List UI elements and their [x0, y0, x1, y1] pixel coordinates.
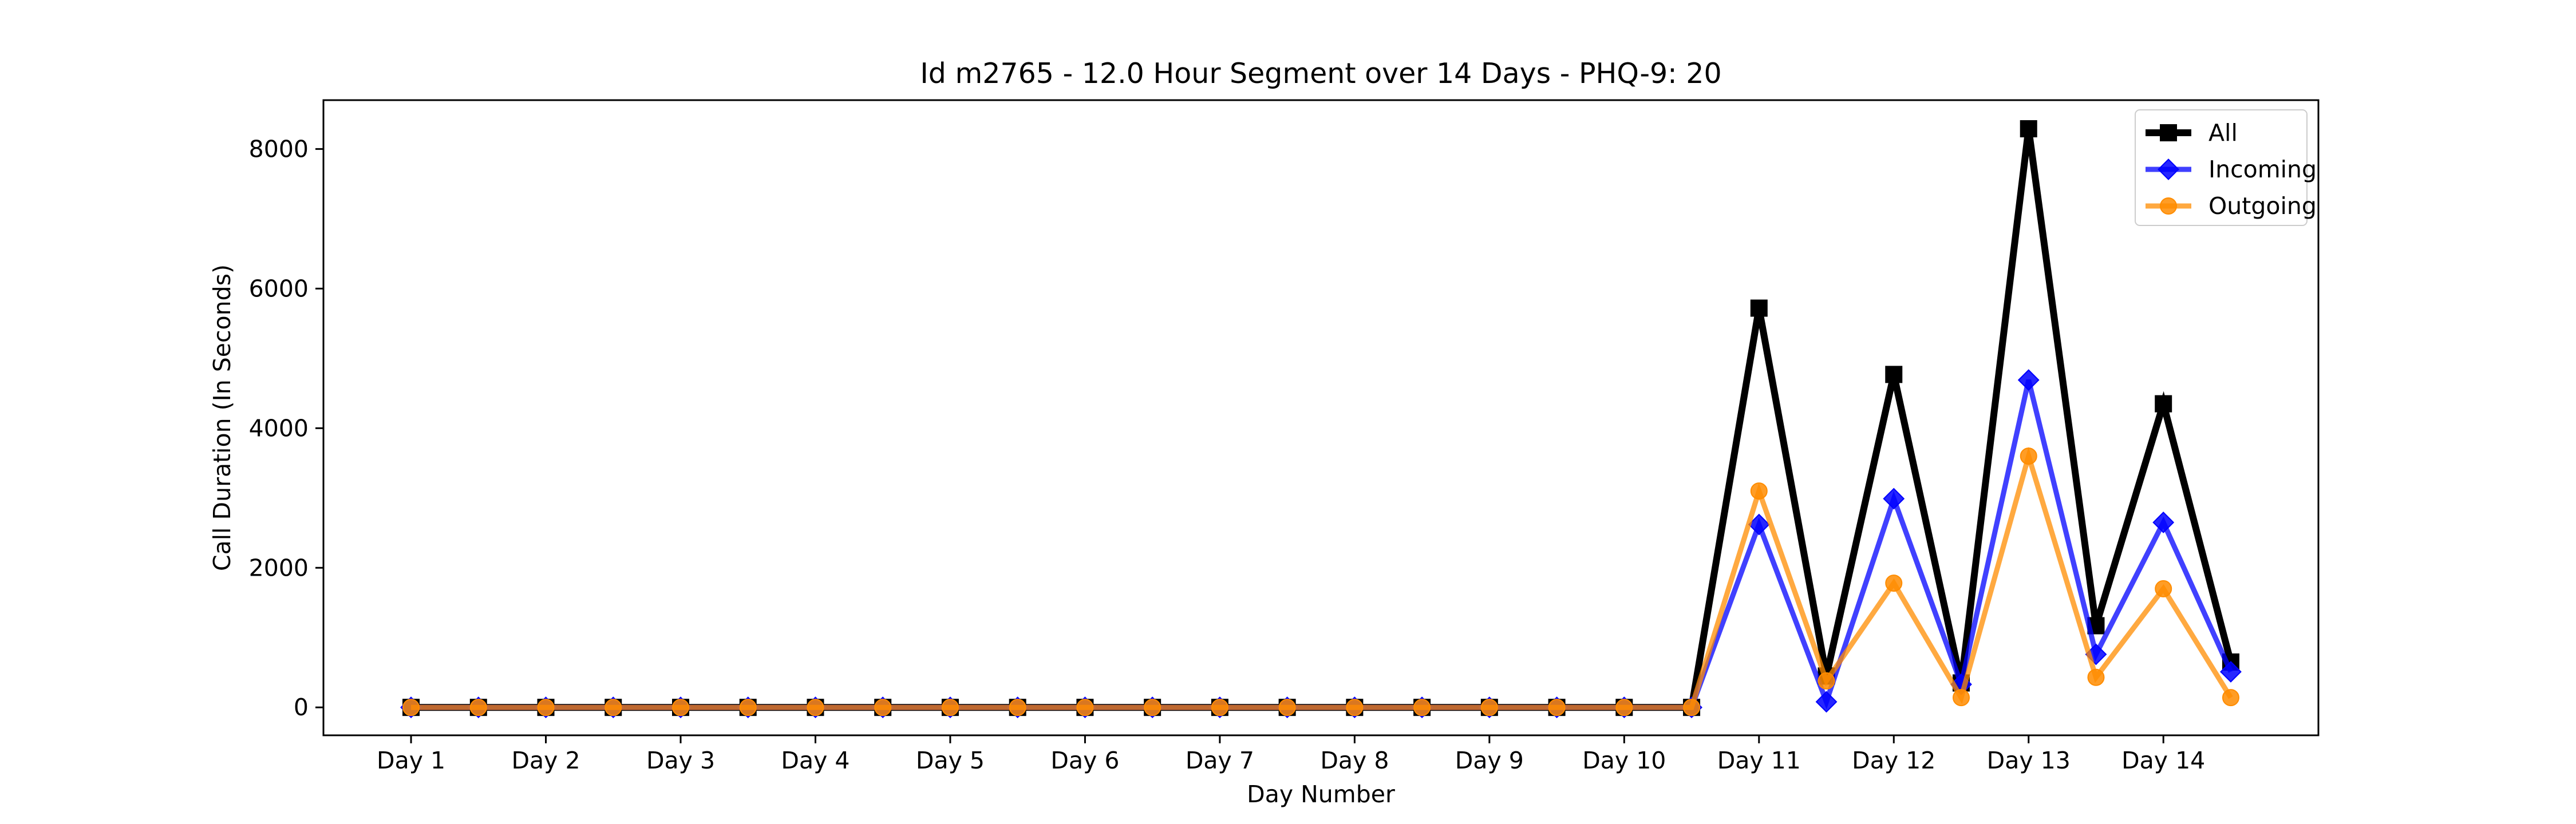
y-axis-title: Call Duration (In Seconds): [208, 264, 236, 571]
x-tick-label: Day 11: [1717, 747, 1801, 774]
data-point-marker: [2220, 661, 2242, 683]
chart-title: Id m2765 - 12.0 Hour Segment over 14 Day…: [920, 57, 1721, 90]
x-axis-title: Day Number: [1247, 781, 1395, 808]
series-line: [411, 447, 2233, 710]
x-tick-label: Day 6: [1050, 747, 1119, 774]
x-tick-label: Day 5: [916, 747, 985, 774]
axes: Day 1 Day 2 Day 3 Day 4 Day 5 Day 6 Day 7 Day 8…: [249, 135, 2206, 774]
data-point-marker: [1211, 699, 1228, 716]
data-point-marker: [1413, 699, 1431, 716]
y-tick-label: 8000: [249, 135, 309, 163]
data-point-marker: [874, 699, 892, 716]
data-point-marker: [1548, 699, 1566, 716]
series-layer: [400, 120, 2242, 719]
data-point-marker: [1818, 672, 1835, 690]
data-point-marker: [1683, 699, 1701, 716]
x-tick-label: Day 7: [1186, 747, 1254, 774]
x-tick-label: Day 2: [511, 747, 580, 774]
data-point-marker: [1815, 691, 1838, 713]
data-point-marker: [1278, 699, 1296, 716]
series-outgoing: [402, 447, 2239, 716]
data-point-marker: [2017, 369, 2040, 391]
data-point-marker: [1750, 482, 1768, 500]
legend-label: Outgoing: [2208, 192, 2317, 220]
data-point-marker: [1750, 299, 1768, 317]
data-point-marker: [1883, 488, 1905, 510]
data-point-marker: [2020, 447, 2037, 465]
legend-item: Outgoing: [2146, 192, 2317, 220]
legend: All Incoming Outgoing: [2135, 109, 2317, 226]
y-tick-label: 4000: [249, 414, 309, 442]
data-point-marker: [1076, 699, 1094, 716]
y-tick-label: 2000: [249, 554, 309, 581]
x-tick-label: Day 12: [1852, 747, 1935, 774]
y-tick-label: 0: [294, 694, 309, 721]
data-point-marker: [2087, 668, 2105, 686]
data-point-marker: [1748, 513, 1770, 536]
data-point-marker: [941, 699, 959, 716]
data-point-marker: [1952, 689, 1970, 707]
data-point-marker: [2158, 159, 2179, 180]
x-tick-label: Day 8: [1320, 747, 1389, 774]
legend-label: All: [2208, 119, 2238, 146]
y-tick-label: 6000: [249, 275, 309, 302]
data-point-marker: [605, 699, 622, 716]
x-tick-label: Day 14: [2121, 747, 2205, 774]
data-point-marker: [1346, 699, 1364, 716]
data-point-marker: [469, 699, 487, 716]
plot-frame: [322, 99, 2320, 736]
data-point-marker: [402, 699, 420, 716]
x-tick-label: Day 1: [377, 747, 445, 774]
x-tick-label: Day 10: [1582, 747, 1666, 774]
legend-box: [2135, 109, 2308, 226]
data-point-marker: [2222, 689, 2239, 707]
x-tick-label: Day 4: [781, 747, 850, 774]
x-tick-label: Day 9: [1455, 747, 1524, 774]
x-tick-label: Day 3: [646, 747, 715, 774]
data-point-marker: [2160, 197, 2177, 215]
data-point-marker: [2020, 120, 2037, 138]
data-point-marker: [537, 699, 555, 716]
data-point-marker: [2160, 124, 2177, 141]
data-point-marker: [2155, 395, 2172, 413]
data-point-marker: [807, 699, 824, 716]
data-point-marker: [2155, 580, 2172, 597]
legend-item: Incoming: [2146, 156, 2317, 183]
legend-item: All: [2146, 119, 2238, 146]
data-point-marker: [672, 699, 690, 716]
x-tick-label: Day 13: [1987, 747, 2071, 774]
data-point-marker: [1885, 366, 1903, 383]
data-point-marker: [1009, 699, 1026, 716]
legend-label: Incoming: [2208, 156, 2317, 183]
data-point-marker: [1144, 699, 1161, 716]
data-point-marker: [1615, 699, 1633, 716]
data-point-marker: [1885, 575, 1903, 592]
data-point-marker: [739, 699, 757, 716]
data-point-marker: [2152, 512, 2175, 533]
data-point-marker: [1480, 699, 1498, 716]
